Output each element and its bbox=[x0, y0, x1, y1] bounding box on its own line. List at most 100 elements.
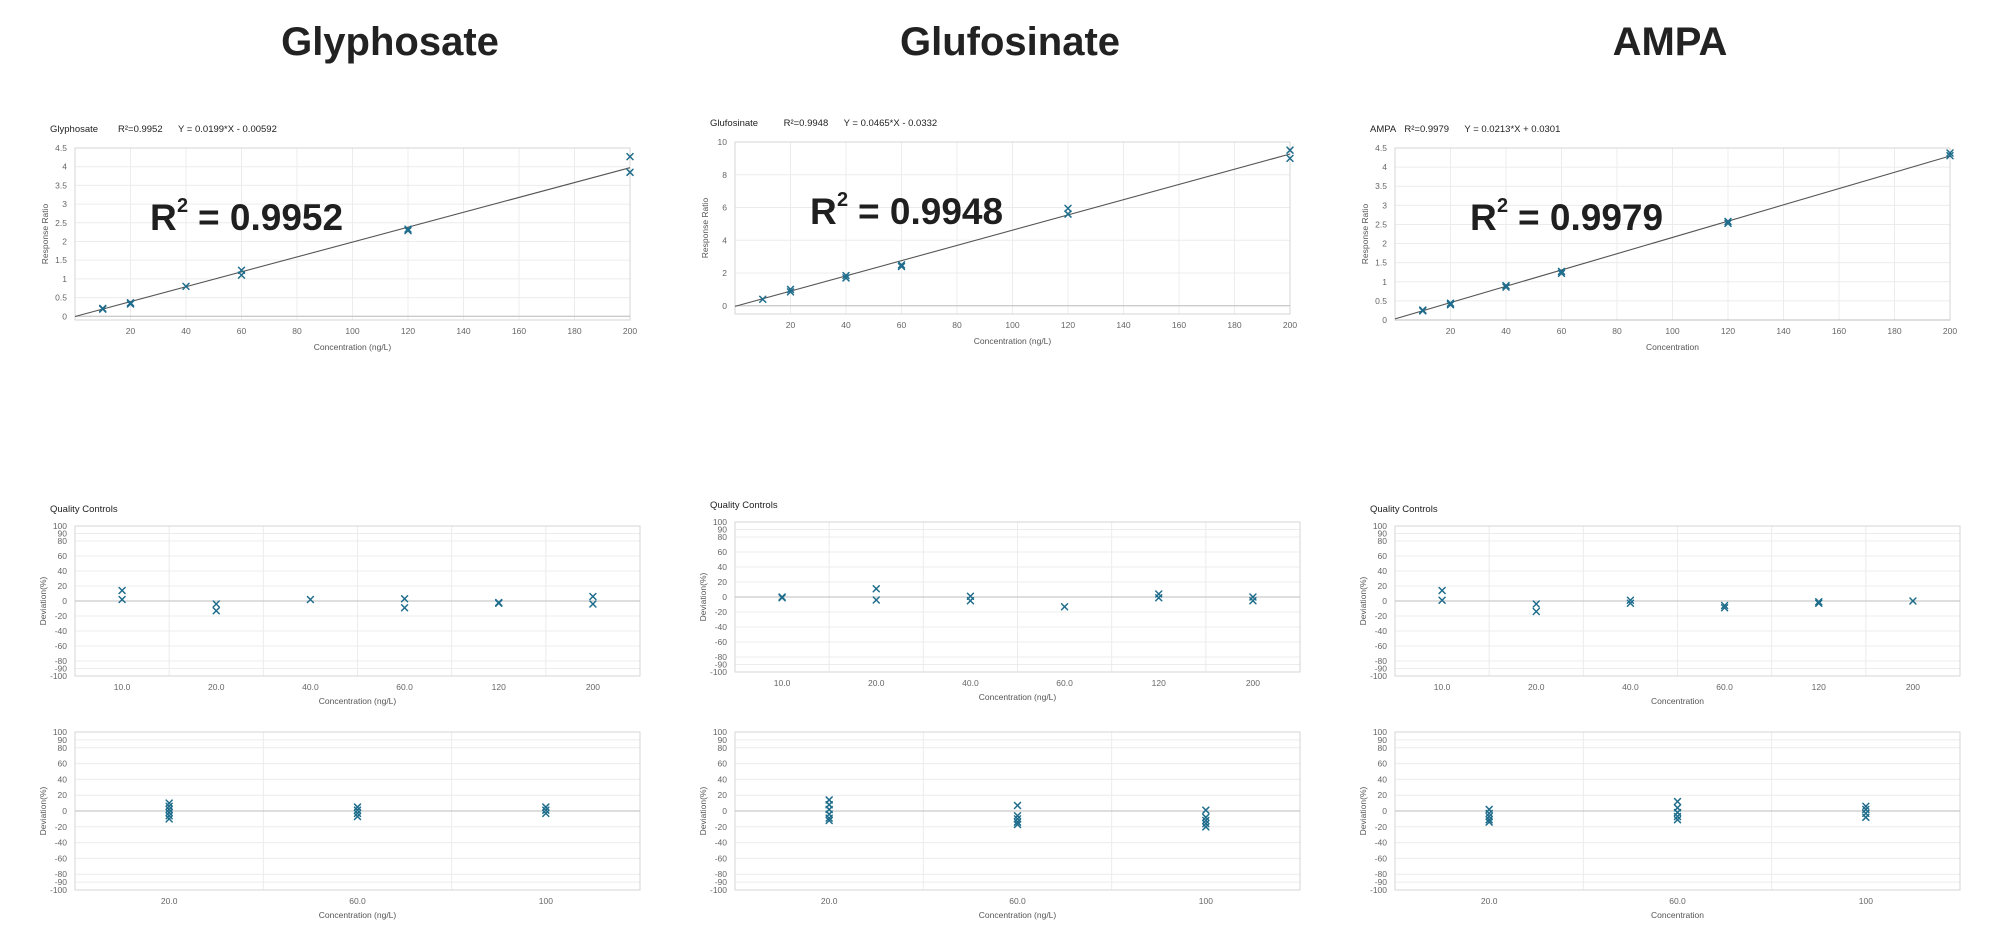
y-tick-label: 10 bbox=[718, 137, 728, 147]
data-point bbox=[897, 262, 906, 271]
data-point-stroke bbox=[626, 152, 634, 161]
y-tick-label: -40 bbox=[715, 622, 728, 632]
y-tick-label: -20 bbox=[55, 611, 68, 621]
data-point-stroke bbox=[1446, 300, 1455, 309]
regression-line bbox=[1394, 155, 1951, 320]
data-point-stroke bbox=[1485, 815, 1493, 824]
y-axis-label: Deviation(%) bbox=[1358, 577, 1368, 626]
data-point bbox=[1815, 598, 1823, 606]
y-tick-label: 60 bbox=[1378, 759, 1388, 769]
data-point-stroke bbox=[400, 604, 409, 612]
x-tick-label: 40.0 bbox=[1622, 682, 1639, 692]
x-tick-label: 180 bbox=[1887, 326, 1901, 336]
data-point-stroke bbox=[1419, 306, 1427, 314]
y-tick-label: 0 bbox=[62, 311, 67, 321]
data-point bbox=[400, 604, 409, 612]
data-point-stroke bbox=[404, 226, 412, 235]
y-tick-label: 4.5 bbox=[1375, 143, 1387, 153]
x-tick-label: 60.0 bbox=[349, 896, 366, 906]
big-r2-superscript: 2 bbox=[837, 189, 848, 211]
data-point bbox=[1720, 601, 1729, 610]
y-tick-label: 3.5 bbox=[55, 180, 67, 190]
y-tick-label: 6 bbox=[722, 203, 727, 213]
y-tick-label: -100 bbox=[710, 667, 727, 677]
x-tick-label: 60.0 bbox=[396, 682, 413, 692]
x-tick-label: 80 bbox=[1612, 326, 1622, 336]
data-point bbox=[1446, 299, 1455, 307]
x-tick-label: 20.0 bbox=[868, 678, 885, 688]
x-tick-label: 20.0 bbox=[161, 896, 178, 906]
y-tick-label: 40 bbox=[1378, 566, 1388, 576]
data-point bbox=[1502, 283, 1510, 291]
data-point bbox=[872, 596, 880, 604]
y-tick-label: -40 bbox=[1375, 626, 1388, 636]
y-tick-label: 0 bbox=[62, 596, 67, 606]
y-tick-label: -80 bbox=[1375, 869, 1388, 879]
x-axis-label: Concentration (ng/L) bbox=[979, 910, 1057, 920]
data-point-stroke bbox=[1673, 797, 1682, 806]
data-point-stroke bbox=[1502, 283, 1510, 291]
y-tick-label: -60 bbox=[55, 853, 68, 863]
data-point bbox=[1673, 815, 1682, 824]
data-point-stroke bbox=[118, 595, 126, 604]
calibration-chart-glufosinate: Glufosinate R²=0.9948 Y = 0.0465*X - 0.033… bbox=[690, 112, 1310, 442]
y-tick-label: -100 bbox=[1370, 671, 1387, 681]
data-point bbox=[1249, 597, 1257, 605]
y-tick-label: 0 bbox=[722, 806, 727, 816]
data-point-stroke bbox=[897, 262, 906, 271]
data-point bbox=[966, 597, 975, 605]
y-tick-label: 20 bbox=[1378, 581, 1388, 591]
data-point bbox=[786, 285, 795, 294]
y-tick-label: 4 bbox=[1382, 162, 1387, 172]
data-point-stroke bbox=[1557, 267, 1566, 276]
data-point-stroke bbox=[1060, 603, 1069, 611]
y-tick-label: 90 bbox=[58, 529, 68, 539]
big-r2-prefix: R bbox=[150, 197, 177, 238]
data-point bbox=[1557, 267, 1566, 276]
y-tick-label: -20 bbox=[55, 822, 68, 832]
data-point-stroke bbox=[589, 600, 597, 608]
data-point-stroke bbox=[1446, 299, 1455, 307]
data-point-stroke bbox=[842, 271, 850, 280]
qc-chart-glyphosate: Quality Controls 100 90 80 60 40 20 0 -20 -40 -60-… bbox=[30, 498, 650, 708]
data-point-stroke bbox=[778, 594, 786, 602]
y-axis-label: Deviation(%) bbox=[698, 573, 708, 622]
title-glufosinate: Glufosinate bbox=[899, 20, 1121, 64]
x-tick-label: 10.0 bbox=[774, 678, 791, 688]
chart-header-name: AMPA bbox=[1370, 124, 1397, 135]
y-tick-label: -90 bbox=[715, 877, 728, 887]
x-tick-label: 10.0 bbox=[114, 682, 131, 692]
y-tick-label: 0 bbox=[1382, 596, 1387, 606]
y-tick-label: -20 bbox=[1375, 822, 1388, 832]
data-point-stroke bbox=[306, 595, 315, 604]
x-axis-label: Concentration (ng/L) bbox=[979, 692, 1057, 702]
y-tick-label: 4.5 bbox=[55, 143, 67, 153]
y-tick-label: 90 bbox=[1378, 735, 1388, 745]
y-tick-label: -80 bbox=[715, 869, 728, 879]
title-ampa: AMPA bbox=[1612, 20, 1728, 64]
data-point bbox=[1724, 219, 1732, 228]
data-point-stroke bbox=[1946, 151, 1954, 160]
y-tick-label: 2 bbox=[722, 268, 727, 278]
x-tick-label: 60 bbox=[1557, 326, 1567, 336]
data-point bbox=[1060, 603, 1069, 611]
y-tick-label: 80 bbox=[58, 536, 68, 546]
qc-header: Quality Controls bbox=[50, 504, 118, 515]
y-tick-label: 1 bbox=[62, 274, 67, 284]
data-point-stroke bbox=[1502, 281, 1510, 290]
data-point bbox=[1446, 300, 1455, 309]
big-r2-superscript: 2 bbox=[1497, 195, 1508, 217]
data-point-stroke bbox=[400, 595, 409, 603]
y-tick-label: 100 bbox=[53, 727, 67, 737]
data-point-stroke bbox=[1013, 801, 1022, 810]
y-tick-label: 3 bbox=[62, 199, 67, 209]
y-tick-label: 80 bbox=[718, 743, 728, 753]
x-tick-label: 100 bbox=[1665, 326, 1679, 336]
y-tick-label: 20 bbox=[718, 577, 728, 587]
data-point-stroke bbox=[825, 814, 833, 822]
data-point bbox=[99, 304, 107, 313]
y-tick-label: -90 bbox=[1375, 877, 1388, 887]
data-point bbox=[126, 299, 135, 307]
data-point-stroke bbox=[1064, 204, 1072, 213]
data-point bbox=[825, 816, 833, 825]
